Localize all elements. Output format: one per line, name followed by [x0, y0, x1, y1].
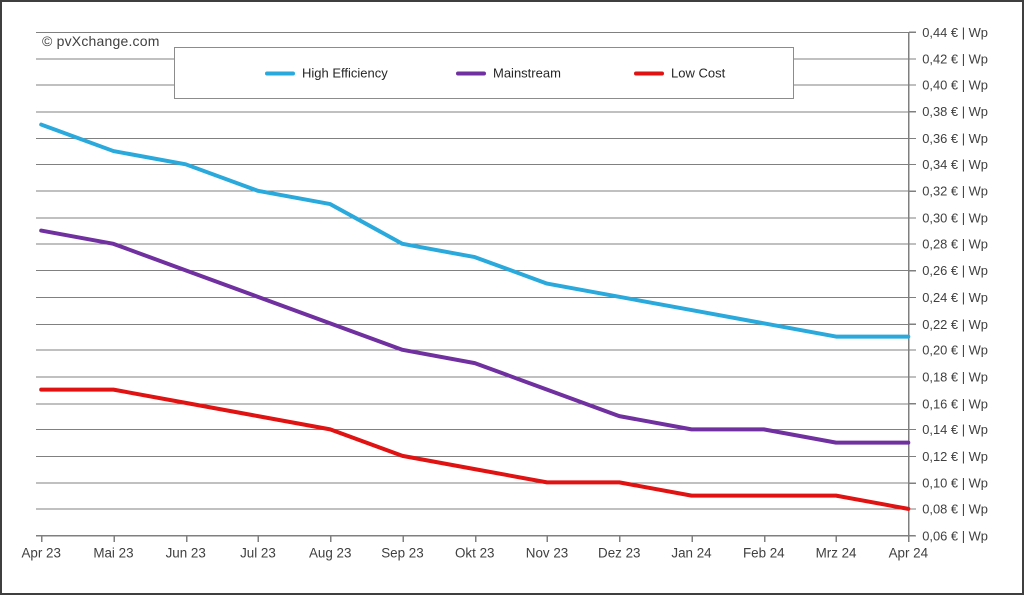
- legend-item-low-cost: Low Cost: [634, 66, 725, 81]
- y-tick-label: 0,36 € | Wp: [922, 131, 988, 146]
- y-tick-label: 0,42 € | Wp: [922, 52, 988, 67]
- x-tick-label: Jun 23: [166, 546, 206, 561]
- x-tick-label: Sep 23: [381, 546, 423, 561]
- y-tick-label: 0,18 € | Wp: [922, 369, 988, 384]
- high-efficiency-line-swatch: [265, 71, 295, 75]
- x-tick-label: Dez 23: [598, 546, 640, 561]
- low-cost-line-swatch: [634, 71, 664, 75]
- series-line-mainstream: [39, 228, 911, 445]
- series-line-low-cost: [39, 387, 911, 511]
- y-tick-label: 0,10 € | Wp: [922, 476, 988, 491]
- x-tick-label: Aug 23: [309, 546, 351, 561]
- y-tick-label: 0,38 € | Wp: [922, 104, 988, 119]
- legend-item-high-efficiency: High Efficiency: [265, 66, 388, 81]
- x-tick-label: Nov 23: [526, 546, 568, 561]
- y-tick-label: 0,20 € | Wp: [922, 343, 988, 358]
- x-tick-label: Apr 24: [889, 546, 929, 561]
- mainstream-line-swatch: [456, 71, 486, 75]
- x-tick-label: Jan 24: [671, 546, 712, 561]
- series-line-high-efficiency: [39, 122, 911, 339]
- x-tick-label: Jul 23: [240, 546, 276, 561]
- x-tick-label: Okt 23: [455, 546, 494, 561]
- y-tick-label: 0,28 € | Wp: [922, 236, 988, 251]
- y-tick-label: 0,08 € | Wp: [922, 502, 988, 517]
- legend: High Efficiency Mainstream Low Cost: [174, 47, 794, 99]
- x-tick-label: Apr 23: [21, 546, 60, 561]
- y-tick-label: 0,26 € | Wp: [922, 263, 988, 278]
- y-tick-label: 0,34 € | Wp: [922, 157, 988, 172]
- y-tick-label: 0,44 € | Wp: [922, 25, 988, 40]
- legend-label: Mainstream: [493, 65, 561, 81]
- watermark: © pvXchange.com: [42, 33, 160, 49]
- legend-label: High Efficiency: [302, 65, 388, 81]
- y-tick-label: 0,22 € | Wp: [922, 317, 988, 332]
- y-tick-label: 0,14 € | Wp: [922, 422, 988, 437]
- legend-label: Low Cost: [671, 65, 726, 81]
- x-tick-label: Feb 24: [743, 546, 785, 561]
- x-tick-label: Mrz 24: [816, 546, 857, 561]
- y-tick-label: 0,12 € | Wp: [922, 449, 988, 464]
- legend-item-mainstream: Mainstream: [456, 66, 561, 81]
- y-tick-label: 0,24 € | Wp: [922, 290, 988, 305]
- y-tick-label: 0,32 € | Wp: [922, 184, 988, 199]
- y-tick-label: 0,06 € | Wp: [922, 528, 988, 543]
- y-tick-label: 0,30 € | Wp: [922, 211, 988, 226]
- y-tick-label: 0,40 € | Wp: [922, 77, 988, 92]
- y-tick-label: 0,16 € | Wp: [922, 396, 988, 411]
- x-tick-label: Mai 23: [93, 546, 133, 561]
